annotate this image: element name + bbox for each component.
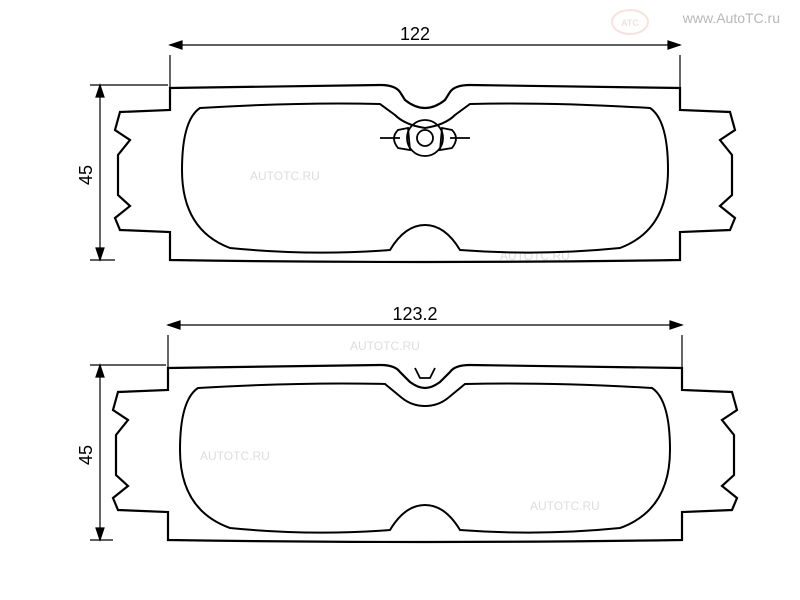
- wm-1: AUTOTC.RU: [250, 169, 320, 183]
- bottom-width-value: 123.2: [392, 304, 437, 324]
- diagram-canvas: brembo bre AUTOTC.RU AUTOTC.RU AUTOTC.RU…: [0, 0, 800, 600]
- autotc-logo: ATC: [610, 8, 650, 36]
- top-pad-group: 122 45: [76, 24, 735, 262]
- watermark-url: www.AutoTC.ru: [683, 10, 780, 26]
- brembo-watermark-top: brembo: [0, 90, 3, 310]
- top-pad-clip: [380, 120, 470, 156]
- top-width-dim: [170, 41, 680, 88]
- bottom-height-value: 45: [76, 445, 96, 465]
- brembo-watermark-bottom: bre: [0, 420, 3, 513]
- top-height-value: 45: [76, 165, 96, 185]
- svg-text:ATC: ATC: [621, 18, 639, 28]
- wm-3: AUTOTC.RU: [200, 449, 270, 463]
- bottom-width-dim: [168, 321, 682, 368]
- wm-4: AUTOTC.RU: [530, 499, 600, 513]
- wm-5: AUTOTC.RU: [350, 339, 420, 353]
- bottom-pad-notch: [415, 368, 435, 378]
- top-width-value: 122: [400, 24, 430, 44]
